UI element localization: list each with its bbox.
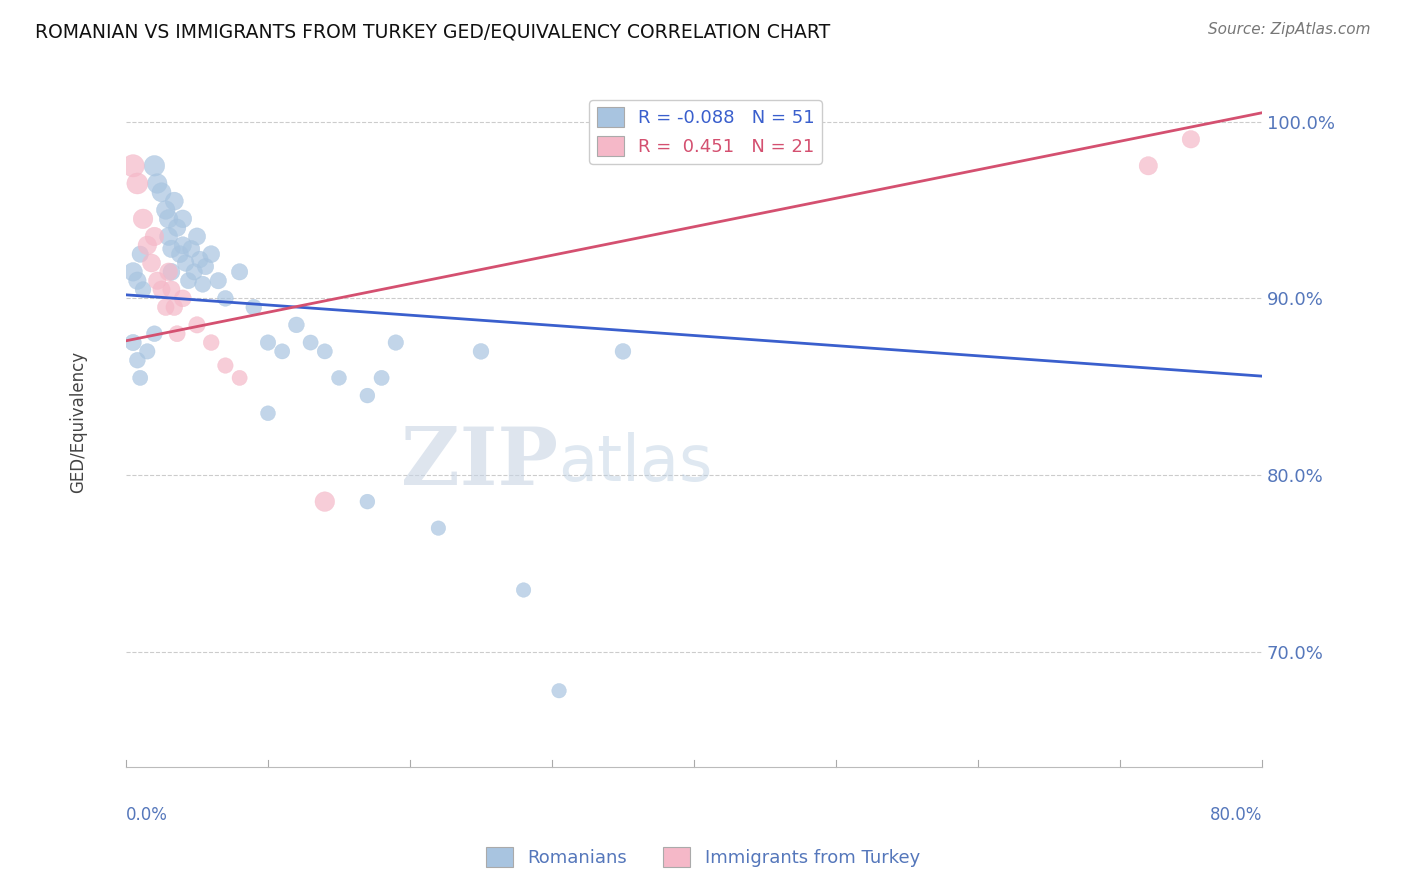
Point [214, 291, 236, 305]
Point [129, 247, 152, 261]
Point [200, 335, 222, 350]
Point [163, 194, 186, 209]
Point [122, 335, 145, 350]
Point [228, 265, 250, 279]
Point [243, 300, 266, 314]
Point [132, 211, 155, 226]
Point [172, 211, 194, 226]
Point [155, 300, 177, 314]
Point [188, 252, 211, 267]
Point [146, 177, 169, 191]
Point [146, 274, 169, 288]
Point [427, 521, 450, 535]
Point [143, 159, 166, 173]
Point [157, 265, 180, 279]
Point [194, 260, 217, 274]
Text: ROMANIAN VS IMMIGRANTS FROM TURKEY GED/EQUIVALENCY CORRELATION CHART: ROMANIAN VS IMMIGRANTS FROM TURKEY GED/E… [35, 22, 831, 41]
Point [186, 229, 208, 244]
Point [512, 582, 534, 597]
Point [1180, 132, 1202, 146]
Point [129, 371, 152, 385]
Point [127, 274, 149, 288]
Point [228, 371, 250, 385]
Point [186, 318, 208, 332]
Point [132, 283, 155, 297]
Point [191, 277, 214, 292]
Point [180, 242, 202, 256]
Point [271, 344, 294, 359]
Point [127, 177, 149, 191]
Text: atlas: atlas [558, 433, 711, 494]
Point [166, 220, 188, 235]
Point [177, 274, 200, 288]
Point [141, 256, 163, 270]
Point [314, 494, 336, 508]
Point [160, 265, 183, 279]
Point [470, 344, 492, 359]
Point [548, 683, 571, 698]
Point [172, 238, 194, 252]
Point [157, 211, 180, 226]
Point [127, 353, 149, 368]
Point [207, 274, 229, 288]
Point [163, 300, 186, 314]
Legend: R = -0.088   N = 51, R =  0.451   N = 21: R = -0.088 N = 51, R = 0.451 N = 21 [589, 100, 823, 163]
Point [174, 256, 197, 270]
Point [384, 335, 406, 350]
Point [122, 159, 145, 173]
Point [150, 283, 173, 297]
Legend: Romanians, Immigrants from Turkey: Romanians, Immigrants from Turkey [478, 839, 928, 874]
Point [143, 229, 166, 244]
Text: 80.0%: 80.0% [1209, 805, 1263, 823]
Text: 0.0%: 0.0% [127, 805, 167, 823]
Point [169, 247, 191, 261]
Point [160, 242, 183, 256]
Point [166, 326, 188, 341]
Point [122, 265, 145, 279]
Point [328, 371, 350, 385]
Text: ZIP: ZIP [401, 425, 558, 502]
Point [172, 291, 194, 305]
Point [155, 202, 177, 217]
Point [1137, 159, 1160, 173]
Point [299, 335, 322, 350]
Point [136, 344, 159, 359]
Point [257, 335, 280, 350]
Text: Source: ZipAtlas.com: Source: ZipAtlas.com [1208, 22, 1371, 37]
Point [285, 318, 308, 332]
Point [150, 186, 173, 200]
Point [183, 265, 205, 279]
Point [136, 238, 159, 252]
Point [370, 371, 392, 385]
Point [257, 406, 280, 420]
Point [160, 283, 183, 297]
Point [200, 247, 222, 261]
Text: GED/Equivalency: GED/Equivalency [69, 351, 87, 493]
Point [157, 229, 180, 244]
Point [214, 359, 236, 373]
Point [356, 388, 378, 402]
Point [314, 344, 336, 359]
Point [356, 494, 378, 508]
Point [612, 344, 634, 359]
Point [143, 326, 166, 341]
